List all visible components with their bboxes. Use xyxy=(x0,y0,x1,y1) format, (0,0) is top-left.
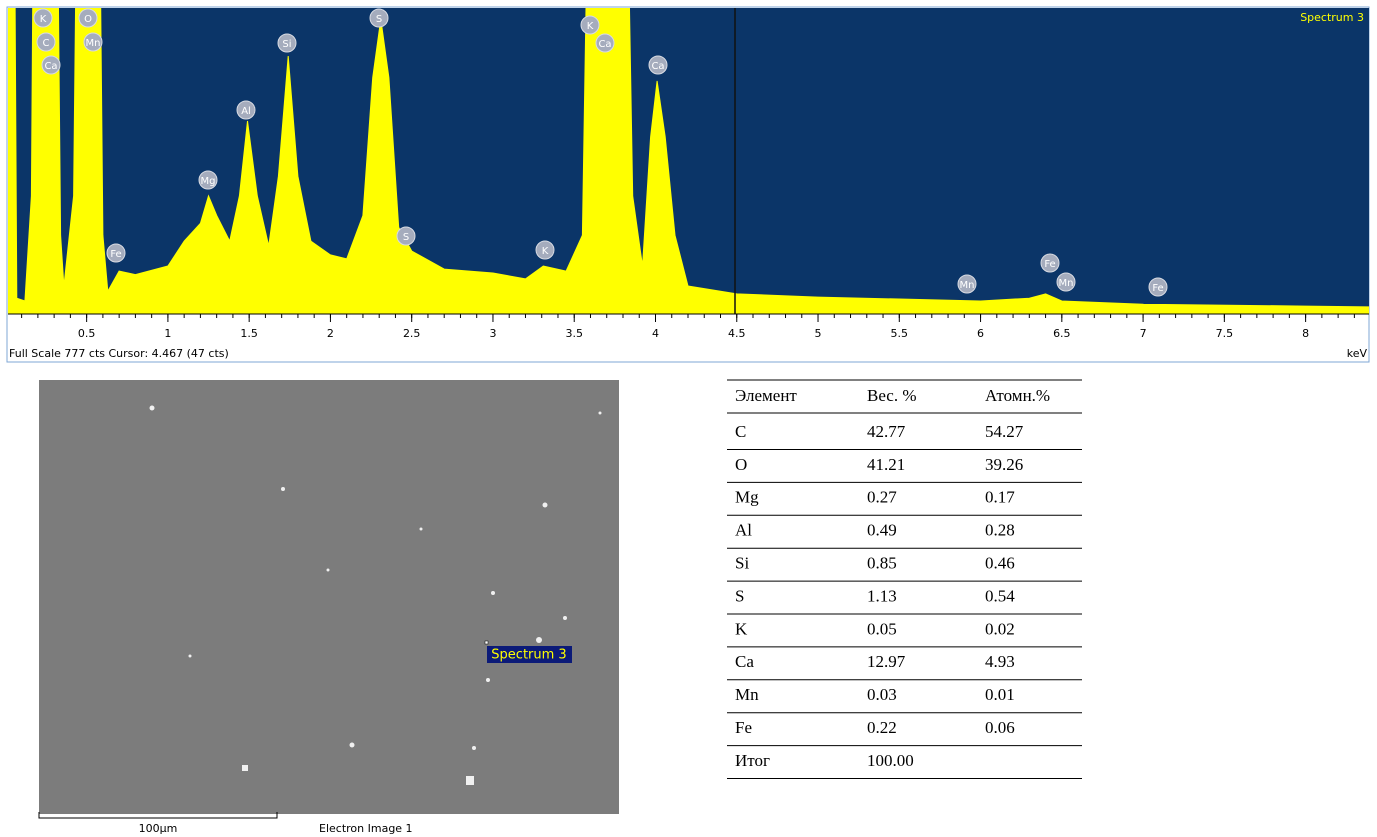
peak-label: Mg xyxy=(201,176,216,187)
table-cell: Ca xyxy=(735,652,754,671)
table-cell: 0.54 xyxy=(985,586,1015,605)
x-unit: keV xyxy=(1347,347,1368,360)
table-cell: C xyxy=(735,422,746,441)
image-caption: Electron Image 1 xyxy=(319,822,413,835)
peak-label: Ca xyxy=(651,61,664,72)
peak-label: Si xyxy=(282,39,291,50)
peak-label: Fe xyxy=(1044,259,1055,270)
spectrum-label: Spectrum 3 xyxy=(491,648,566,663)
spectrum-marker xyxy=(485,641,488,644)
table-header: Вес. % xyxy=(867,386,917,405)
electron-image xyxy=(39,380,619,814)
x-tick-label: 3.5 xyxy=(565,327,583,340)
peak-label: K xyxy=(587,21,594,32)
peak-label: Al xyxy=(241,106,251,117)
table-cell: Si xyxy=(735,554,749,573)
peak-label: O xyxy=(84,14,92,25)
peak-label: Fe xyxy=(110,249,121,260)
x-tick-label: 0.5 xyxy=(78,327,96,340)
scale-bar-label: 100µm xyxy=(139,822,178,835)
table-cell: 54.27 xyxy=(985,422,1024,441)
peak-label: Ca xyxy=(44,61,57,72)
table-cell: 0.03 xyxy=(867,685,897,704)
x-tick-label: 8 xyxy=(1302,327,1309,340)
table-cell: 0.06 xyxy=(985,718,1015,737)
table-cell: Fe xyxy=(735,718,752,737)
status: Full Scale 777 cts Cursor: 4.467 (47 cts… xyxy=(9,347,229,360)
x-tick-label: 2.5 xyxy=(403,327,421,340)
peak-label: C xyxy=(43,38,50,49)
x-tick-label: 6.5 xyxy=(1053,327,1071,340)
x-tick-label: 6 xyxy=(977,327,984,340)
page: {"chart_data":{"type":"area","title":"Sp… xyxy=(0,0,1377,837)
x-tick-label: 5 xyxy=(815,327,822,340)
peak-label: K xyxy=(542,246,549,257)
table-header: Элемент xyxy=(735,386,797,405)
table-cell: Mg xyxy=(735,488,759,507)
x-tick-label: 7 xyxy=(1140,327,1147,340)
table-cell: 39.26 xyxy=(985,455,1023,474)
table-header: Атомн.% xyxy=(985,386,1050,405)
table-cell: O xyxy=(735,455,747,474)
spectrum-title: Spectrum 3 xyxy=(1300,11,1364,24)
x-tick-label: 4 xyxy=(652,327,659,340)
table-cell: S xyxy=(735,586,744,605)
table-cell: Al xyxy=(735,521,752,540)
table-cell: Итог xyxy=(735,751,770,770)
table-cell: 0.17 xyxy=(985,488,1015,507)
table-cell: 100.00 xyxy=(867,751,914,770)
x-tick-label: 1.5 xyxy=(240,327,258,340)
peak-label: Mn xyxy=(86,38,101,49)
table-cell: 41.21 xyxy=(867,455,905,474)
table-cell: 1.13 xyxy=(867,586,897,605)
x-tick-label: 7.5 xyxy=(1216,327,1234,340)
table-cell: 0.28 xyxy=(985,521,1015,540)
table-cell: 42.77 xyxy=(867,422,906,441)
peak-label: Mn xyxy=(960,280,975,291)
peak-label: S xyxy=(403,232,409,243)
peak-label: Mn xyxy=(1059,278,1074,289)
x-tick-label: 4.5 xyxy=(728,327,746,340)
table-cell: 0.02 xyxy=(985,619,1015,638)
x-tick-label: 2 xyxy=(327,327,334,340)
screen: Spectrum 3 Full Scale 777 cts Cursor: 4.… xyxy=(0,0,1377,837)
peak-label: K xyxy=(40,14,47,25)
table-cell: 0.01 xyxy=(985,685,1015,704)
table-cell: 0.05 xyxy=(867,619,897,638)
x-tick-label: 3 xyxy=(489,327,496,340)
table-cell: 0.27 xyxy=(867,488,897,507)
x-tick-label: 5.5 xyxy=(891,327,909,340)
table-cell: 4.93 xyxy=(985,652,1015,671)
table-cell: K xyxy=(735,619,748,638)
peak-label: S xyxy=(376,14,382,25)
x-tick-label: 1 xyxy=(164,327,171,340)
peak-label: Ca xyxy=(598,39,611,50)
peak-label: Fe xyxy=(1152,283,1163,294)
table-cell: 12.97 xyxy=(867,652,906,671)
table-cell: 0.85 xyxy=(867,554,897,573)
table-cell: 0.46 xyxy=(985,554,1015,573)
table-cell: 0.22 xyxy=(867,718,897,737)
table-cell: Mn xyxy=(735,685,759,704)
table-cell: 0.49 xyxy=(867,521,897,540)
